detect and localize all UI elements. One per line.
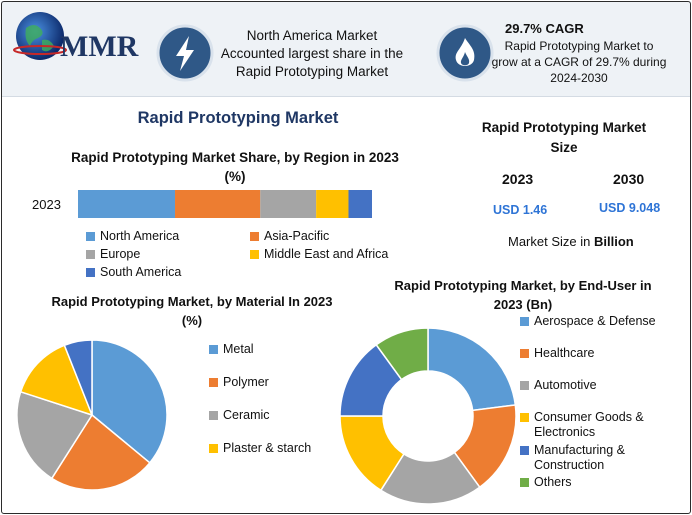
legend-item-north-america: North America: [86, 229, 179, 243]
legend-label: South America: [100, 265, 182, 279]
legend-label: Automotive: [534, 378, 597, 392]
legend-item-south-america: South America: [86, 265, 181, 279]
legend-item-manufacturing-and-construction: Manufacturing & Construction: [520, 443, 660, 473]
legend-item-polymer: Polymer: [209, 375, 269, 389]
legend-swatch: [250, 231, 259, 241]
legend-swatch: [209, 377, 218, 387]
legend-swatch: [520, 446, 529, 455]
legend-label: Polymer: [223, 375, 269, 389]
legend-item-plaster-and-starch: Plaster & starch: [209, 441, 311, 455]
material-slice-polymer: [50, 413, 151, 491]
enduser-donut-chart: [339, 327, 517, 505]
legend-swatch: [86, 249, 95, 259]
legend-item-aerospace-and-defense: Aerospace & Defense: [520, 314, 660, 329]
legend-item-middle-east-and-africa: Middle East and Africa: [250, 247, 388, 261]
material-slice-segment-5: [63, 339, 93, 416]
region-note: North America Market Accounted largest s…: [220, 28, 404, 79]
main-title: Rapid Prototyping Market: [137, 109, 339, 127]
cagr-text: Rapid Prototyping Market to grow at a CA…: [491, 39, 667, 85]
legend-label: Plaster & starch: [223, 441, 312, 455]
legend-item-europe: Europe: [86, 247, 140, 261]
size-title: Rapid Prototyping Market Size: [481, 120, 647, 155]
legend-label: Healthcare: [534, 346, 595, 360]
size-year-2030: 2030: [613, 171, 645, 187]
size-unit: Market Size in Billion: [508, 234, 634, 249]
legend-label: Middle East and Africa: [264, 247, 389, 261]
bar-segment-north-america: [78, 190, 176, 218]
size-year-2023: 2023: [502, 171, 534, 187]
enduser-slice-aerospace-and-defense: [427, 327, 517, 412]
globe-logo-icon: [13, 12, 67, 60]
lightning-icon: [156, 24, 214, 82]
legend-swatch: [209, 344, 218, 354]
bar-category-label: 2023: [32, 197, 61, 212]
logo-text: MMR: [60, 30, 139, 63]
material-slice-metal: [91, 339, 168, 464]
material-slice-plaster-and-starch: [19, 344, 94, 417]
legend-label: Europe: [100, 247, 141, 261]
region-chart-title: Rapid Prototyping Market Share, by Regio…: [71, 150, 399, 184]
legend-item-healthcare: Healthcare: [520, 346, 660, 361]
legend-swatch: [250, 249, 259, 259]
legend-label: Aerospace & Defense: [534, 314, 656, 328]
legend-label: North America: [100, 229, 180, 243]
legend-label: Consumer Goods & Electronics: [534, 410, 644, 439]
material-slice-ceramic: [16, 390, 94, 480]
bar-segment-south-america: [348, 190, 372, 218]
size-unit-prefix: Market Size in: [508, 234, 594, 249]
legend-item-others: Others: [520, 475, 660, 490]
flame-icon: [436, 24, 494, 82]
legend-label: Asia-Pacific: [264, 229, 330, 243]
size-value-2030: USD 9.048: [599, 201, 661, 215]
legend-swatch: [209, 443, 218, 453]
material-chart-title: Rapid Prototyping Market, by Material In…: [51, 294, 333, 328]
legend-label: Metal: [223, 342, 254, 356]
enduser-slice-others: [375, 327, 429, 381]
size-value-2023: USD 1.46: [493, 203, 548, 217]
bar-segment-middle-east-and-africa: [316, 190, 349, 218]
header-banner: [1, 1, 691, 97]
legend-swatch: [520, 413, 529, 422]
bar-segment-asia-pacific: [175, 190, 261, 218]
legend-label: Others: [534, 475, 572, 489]
legend-label: Ceramic: [223, 408, 270, 422]
legend-swatch: [520, 317, 529, 326]
enduser-chart-title: Rapid Prototyping Market, by End-User in…: [394, 278, 652, 312]
legend-item-asia-pacific: Asia-Pacific: [250, 229, 329, 243]
material-pie-chart: [16, 339, 168, 491]
legend-swatch: [86, 231, 95, 241]
region-stacked-bar: [78, 190, 372, 218]
legend-item-ceramic: Ceramic: [209, 408, 270, 422]
size-unit-bold: Billion: [593, 234, 634, 249]
legend-item-metal: Metal: [209, 342, 254, 356]
bar-segment-europe: [260, 190, 317, 218]
legend-swatch: [86, 267, 95, 277]
legend-item-automotive: Automotive: [520, 378, 660, 393]
legend-swatch: [209, 410, 218, 420]
legend-label: Manufacturing & Construction: [534, 443, 626, 472]
legend-item-consumer-goods-and-electronics: Consumer Goods & Electronics: [520, 410, 660, 440]
legend-swatch: [520, 349, 529, 358]
legend-swatch: [520, 478, 529, 487]
cagr-title: 29.7% CAGR: [505, 21, 584, 36]
legend-swatch: [520, 381, 529, 390]
